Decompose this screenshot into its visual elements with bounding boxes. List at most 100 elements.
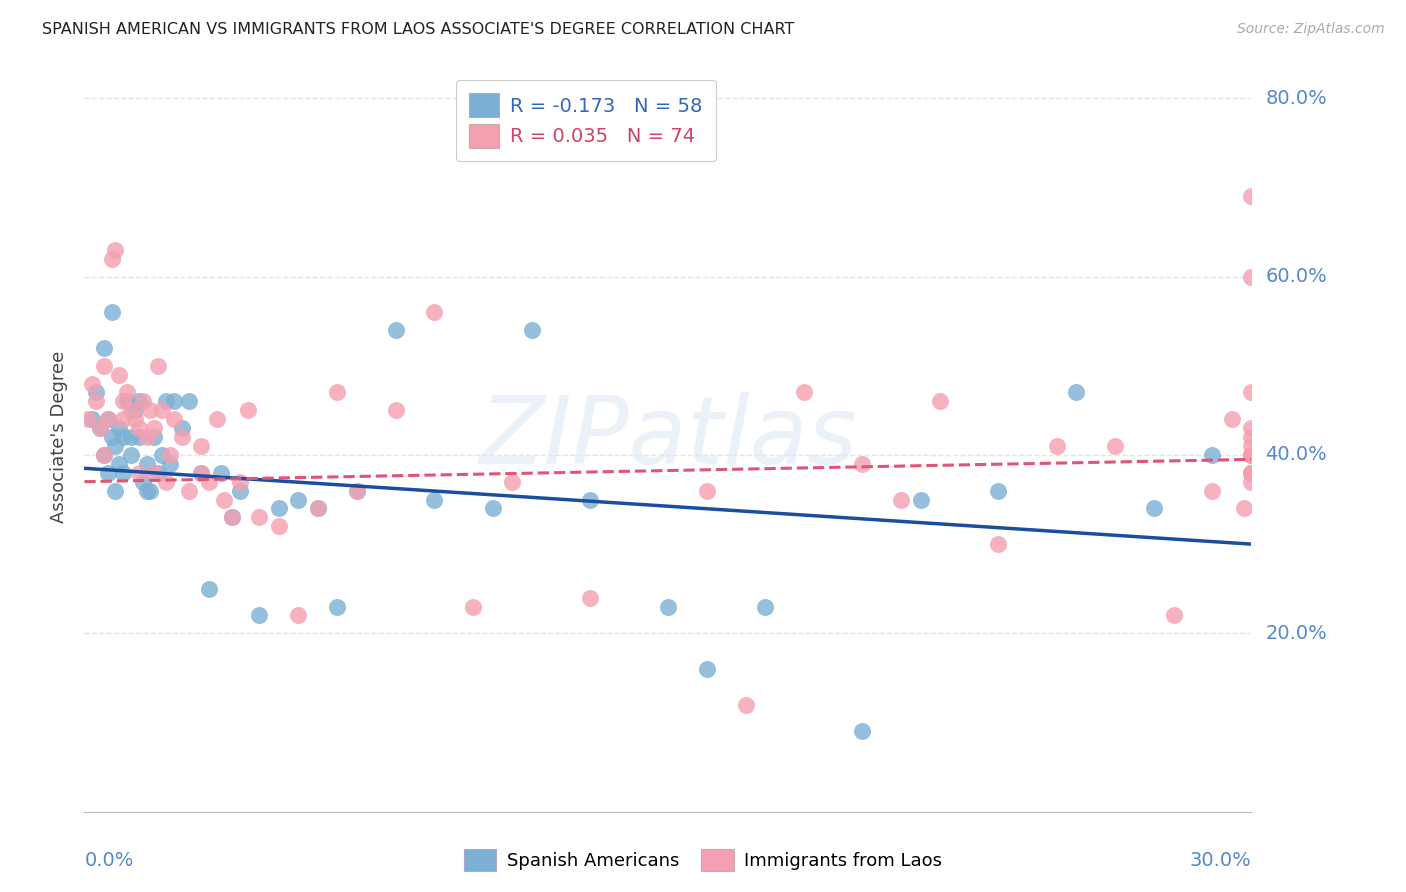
Point <box>423 305 446 319</box>
Point <box>205 412 228 426</box>
Point <box>97 412 120 426</box>
Point <box>1201 448 1223 462</box>
Point <box>1240 448 1263 462</box>
Point <box>120 448 142 462</box>
Point <box>100 305 122 319</box>
Point <box>384 323 406 337</box>
Legend: R = -0.173   N = 58, R = 0.035   N = 74: R = -0.173 N = 58, R = 0.035 N = 74 <box>456 79 716 161</box>
Point <box>124 403 146 417</box>
Point <box>890 492 912 507</box>
Point <box>851 724 873 739</box>
Point <box>163 412 186 426</box>
Point <box>1240 430 1263 444</box>
Point <box>170 421 193 435</box>
Point <box>346 483 368 498</box>
Point <box>148 466 170 480</box>
Point <box>132 475 155 489</box>
Point <box>108 457 131 471</box>
Point <box>179 483 201 498</box>
Text: Source: ZipAtlas.com: Source: ZipAtlas.com <box>1237 22 1385 37</box>
Point <box>82 412 104 426</box>
Point <box>143 466 166 480</box>
Point <box>657 599 679 614</box>
Point <box>287 608 309 623</box>
Point <box>93 448 115 462</box>
Text: 40.0%: 40.0% <box>1265 445 1327 465</box>
Legend: Spanish Americans, Immigrants from Laos: Spanish Americans, Immigrants from Laos <box>457 842 949 879</box>
Point <box>214 492 236 507</box>
Point <box>159 448 181 462</box>
Point <box>1201 483 1223 498</box>
Point <box>326 599 349 614</box>
Point <box>463 599 485 614</box>
Point <box>124 412 146 426</box>
Point <box>190 466 212 480</box>
Point <box>249 608 271 623</box>
Text: 30.0%: 30.0% <box>1189 851 1251 870</box>
Point <box>229 483 252 498</box>
Point <box>132 394 155 409</box>
Point <box>221 510 243 524</box>
Point <box>482 501 505 516</box>
Point <box>734 698 756 712</box>
Point <box>190 439 212 453</box>
Point <box>97 466 120 480</box>
Point <box>97 412 120 426</box>
Text: 60.0%: 60.0% <box>1265 267 1327 286</box>
Point <box>128 466 150 480</box>
Point <box>104 243 127 257</box>
Point <box>84 394 107 409</box>
Point <box>696 483 718 498</box>
Point <box>326 385 349 400</box>
Point <box>104 439 127 453</box>
Point <box>150 448 173 462</box>
Point <box>910 492 932 507</box>
Point <box>155 475 177 489</box>
Point <box>307 501 329 516</box>
Point <box>190 466 212 480</box>
Point <box>159 457 181 471</box>
Point <box>139 483 162 498</box>
Point <box>139 403 162 417</box>
Point <box>1240 475 1263 489</box>
Text: 0.0%: 0.0% <box>84 851 134 870</box>
Point <box>120 403 142 417</box>
Point <box>1240 421 1263 435</box>
Point <box>148 359 170 373</box>
Point <box>501 475 523 489</box>
Point <box>851 457 873 471</box>
Point <box>1046 439 1069 453</box>
Point <box>198 475 221 489</box>
Text: ZIPatlas: ZIPatlas <box>479 392 856 483</box>
Point <box>128 394 150 409</box>
Point <box>307 501 329 516</box>
Point <box>929 394 952 409</box>
Point <box>793 385 815 400</box>
Point <box>93 448 115 462</box>
Point <box>1240 189 1263 203</box>
Text: 20.0%: 20.0% <box>1265 624 1327 643</box>
Point <box>100 252 122 266</box>
Point <box>115 385 138 400</box>
Point <box>104 483 127 498</box>
Point <box>1240 466 1263 480</box>
Point <box>236 403 259 417</box>
Point <box>579 492 602 507</box>
Point <box>163 394 186 409</box>
Point <box>520 323 543 337</box>
Point <box>108 368 131 382</box>
Text: SPANISH AMERICAN VS IMMIGRANTS FROM LAOS ASSOCIATE'S DEGREE CORRELATION CHART: SPANISH AMERICAN VS IMMIGRANTS FROM LAOS… <box>42 22 794 37</box>
Point <box>198 582 221 596</box>
Point <box>108 421 131 435</box>
Point <box>100 430 122 444</box>
Point <box>135 457 157 471</box>
Point <box>77 412 100 426</box>
Point <box>150 403 173 417</box>
Point <box>754 599 776 614</box>
Point <box>267 501 290 516</box>
Point <box>1163 608 1185 623</box>
Point <box>170 430 193 444</box>
Point <box>209 466 232 480</box>
Point <box>93 359 115 373</box>
Point <box>82 376 104 391</box>
